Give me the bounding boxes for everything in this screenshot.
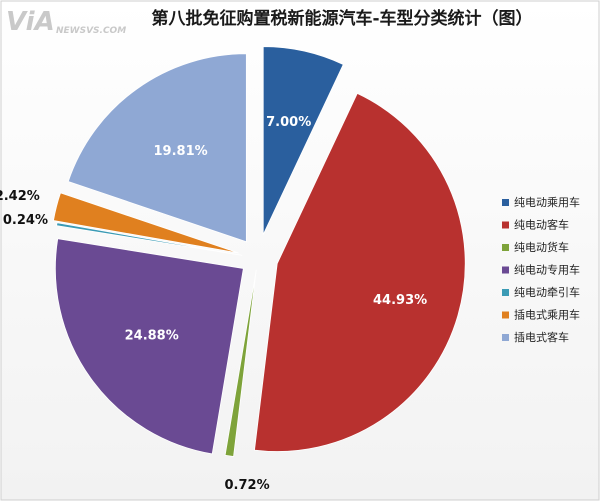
data-label-2: 44.93% bbox=[373, 293, 427, 308]
data-label-3: 0.72% bbox=[225, 478, 270, 493]
data-label-7: 19.81% bbox=[154, 144, 208, 159]
slice-3 bbox=[224, 269, 257, 457]
data-labels: 7.00% 44.93% 0.72% 24.88% 0.24% 2.42% 19.81% bbox=[0, 115, 427, 493]
data-label-5: 0.24% bbox=[3, 213, 48, 228]
pie-slices bbox=[52, 46, 466, 457]
legend-label-1: 纯电动乘用车 bbox=[514, 195, 580, 209]
legend-swatch-3 bbox=[502, 244, 509, 251]
legend-swatch-2 bbox=[502, 221, 509, 229]
legend-swatch-6 bbox=[502, 311, 509, 319]
legend-swatch-7 bbox=[502, 334, 509, 341]
legend-label-4: 纯电动专用车 bbox=[514, 263, 580, 277]
slice-6 bbox=[52, 192, 239, 254]
logo-mark: ViA bbox=[6, 7, 55, 37]
slice-2 bbox=[254, 92, 466, 452]
slice-7 bbox=[67, 53, 247, 243]
legend-swatch-4 bbox=[502, 266, 509, 274]
legend-label-3: 纯电动货车 bbox=[514, 240, 569, 254]
legend-label-6: 插电式乘用车 bbox=[514, 308, 580, 322]
legend-swatch-5 bbox=[502, 289, 509, 296]
logo-site: NEWSVS.COM bbox=[56, 26, 126, 36]
site-logo: ViA NEWSVS.COM bbox=[6, 7, 126, 37]
data-label-4: 24.88% bbox=[125, 328, 179, 343]
data-label-6: 2.42% bbox=[0, 189, 40, 204]
legend-swatch-1 bbox=[502, 199, 509, 206]
legend-label-5: 纯电动牵引车 bbox=[514, 285, 580, 299]
chart-title: 第八批免征购置税新能源汽车-车型分类统计（图） bbox=[151, 8, 532, 29]
slice-4 bbox=[55, 238, 244, 455]
slice-1 bbox=[262, 46, 344, 235]
legend-label-2: 纯电动客车 bbox=[514, 218, 569, 232]
legend-label-7: 插电式客车 bbox=[514, 330, 569, 344]
slice-5 bbox=[56, 222, 243, 256]
data-label-1: 7.00% bbox=[266, 115, 311, 130]
